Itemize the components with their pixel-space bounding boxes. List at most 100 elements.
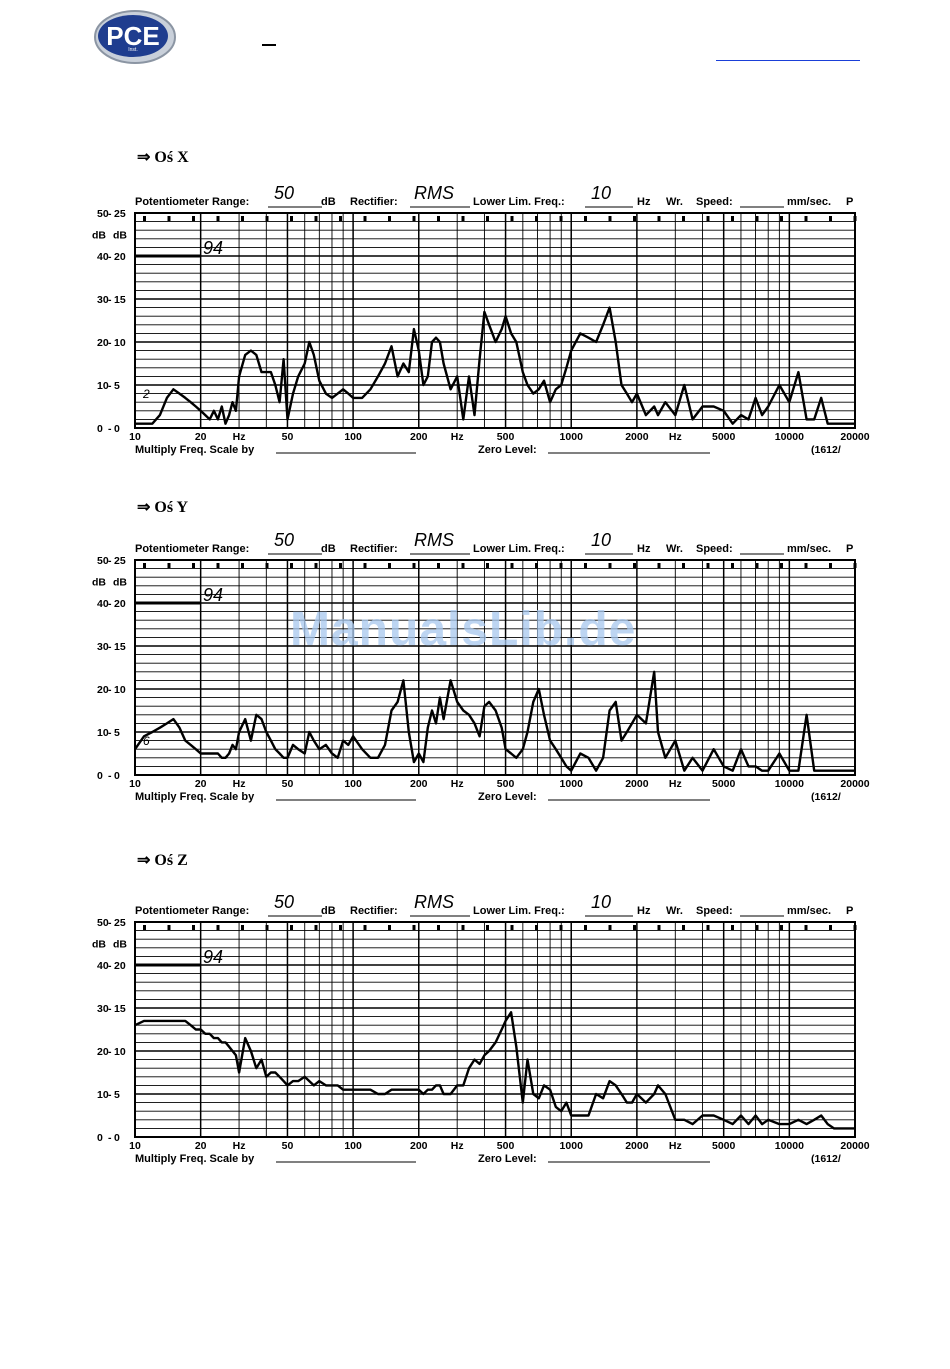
top-marker: [804, 925, 808, 930]
reference-value: 94: [203, 238, 223, 258]
y-tick-left: 10: [97, 380, 109, 392]
y-tick-left: 0: [97, 423, 103, 435]
top-marker: [608, 563, 612, 568]
y-tick-right: 0: [114, 770, 120, 782]
wr-label: Wr.: [666, 905, 683, 917]
x-tick-label: Hz: [233, 778, 246, 790]
rectifier-value: RMS: [414, 892, 454, 912]
top-marker: [143, 216, 146, 221]
y-tick-right: 20: [114, 960, 126, 972]
y-tick-right: 0: [114, 1132, 120, 1144]
top-marker: [388, 925, 391, 930]
x-tick-label: 200: [410, 431, 428, 443]
lower-lim-label: Lower Lim. Freq.:: [473, 196, 565, 208]
y-tick-sep: -: [108, 917, 112, 929]
y-tick-right: 0: [114, 423, 120, 435]
rectifier-value: RMS: [414, 530, 454, 550]
x-tick-label: 100: [344, 778, 362, 790]
top-marker: [437, 216, 440, 221]
top-marker: [486, 925, 489, 930]
x-tick-label: 10: [129, 778, 141, 790]
top-marker: [731, 216, 734, 221]
top-marker: [314, 216, 318, 221]
x-tick-label: Hz: [233, 431, 246, 443]
y-tick-sep: -: [108, 684, 112, 696]
y-tick-left: 30: [97, 641, 109, 653]
top-marker: [167, 563, 171, 568]
top-marker: [535, 216, 538, 221]
y-tick-left: 30: [97, 1003, 109, 1015]
potentiometer-label: Potentiometer Range:: [135, 905, 249, 917]
y-tick-right: 5: [114, 380, 120, 392]
y-tick-right: 15: [114, 1003, 126, 1015]
db-unit-label: dB: [321, 543, 336, 555]
y-tick-sep: -: [108, 251, 112, 263]
y-tick-sep: -: [108, 1003, 112, 1015]
x-tick-label: 5000: [712, 431, 736, 443]
top-marker: [216, 925, 220, 930]
top-marker: [461, 563, 465, 568]
top-marker: [731, 563, 734, 568]
top-marker: [853, 216, 857, 221]
trail-char: P: [846, 196, 853, 208]
top-marker: [731, 925, 734, 930]
y-tick-left: 30: [97, 294, 109, 306]
plot-frame: [134, 559, 856, 776]
top-marker: [584, 925, 587, 930]
speed-label: Speed:: [696, 543, 733, 555]
x-tick-label: Hz: [669, 431, 682, 443]
db-unit-label: dB: [321, 905, 336, 917]
x-tick-label: 500: [497, 1140, 515, 1152]
rectifier-label: Rectifier:: [350, 196, 398, 208]
rectifier-label: Rectifier:: [350, 905, 398, 917]
y-tick-left: 50: [97, 555, 109, 567]
x-tick-label: 5000: [712, 778, 736, 790]
y-tick-left: 10: [97, 727, 109, 739]
x-tick-label: 10000: [775, 431, 804, 443]
top-marker: [706, 563, 710, 568]
top-marker: [388, 216, 391, 221]
rectifier-value: RMS: [414, 183, 454, 203]
top-marker: [290, 925, 293, 930]
x-tick-label: 2000: [625, 778, 649, 790]
y-tick-sep: -: [108, 727, 112, 739]
top-marker: [241, 563, 244, 568]
top-marker: [265, 563, 269, 568]
y-tick-sep: -: [108, 555, 112, 567]
y-tick-right: 15: [114, 294, 126, 306]
top-marker: [780, 925, 783, 930]
y-tick-sep: -: [108, 1046, 112, 1058]
x-tick-label: 10000: [775, 1140, 804, 1152]
y-tick-sep: -: [108, 380, 112, 392]
top-marker: [633, 216, 636, 221]
x-tick-label: 500: [497, 431, 515, 443]
top-marker: [657, 216, 661, 221]
trail-char: P: [846, 905, 853, 917]
top-marker: [143, 563, 146, 568]
y-tick-right: 10: [114, 1046, 126, 1058]
section-title-z: ⇒ Oś Z: [137, 852, 188, 869]
top-marker: [535, 925, 538, 930]
x-tick-label: 1000: [560, 431, 584, 443]
top-marker: [755, 925, 759, 930]
top-marker: [461, 216, 465, 221]
x-tick-label: 100: [344, 1140, 362, 1152]
y-tick-left: 40: [97, 251, 109, 263]
header-link-underline[interactable]: [716, 60, 860, 61]
top-marker: [388, 563, 391, 568]
hz-label: Hz: [637, 196, 651, 208]
y-tick-left: 10: [97, 1089, 109, 1101]
top-marker: [608, 216, 612, 221]
top-marker: [510, 925, 514, 930]
reference-value: 94: [203, 947, 223, 967]
potentiometer-label: Potentiometer Range:: [135, 543, 249, 555]
speed-label: Speed:: [696, 905, 733, 917]
top-marker: [829, 925, 832, 930]
top-marker: [829, 216, 832, 221]
y-tick-left: 40: [97, 960, 109, 972]
top-marker: [143, 925, 146, 930]
x-tick-label: 10: [129, 1140, 141, 1152]
plot-frame: [134, 212, 856, 429]
db-unit-label: dB: [321, 196, 336, 208]
reference-value: 94: [203, 585, 223, 605]
